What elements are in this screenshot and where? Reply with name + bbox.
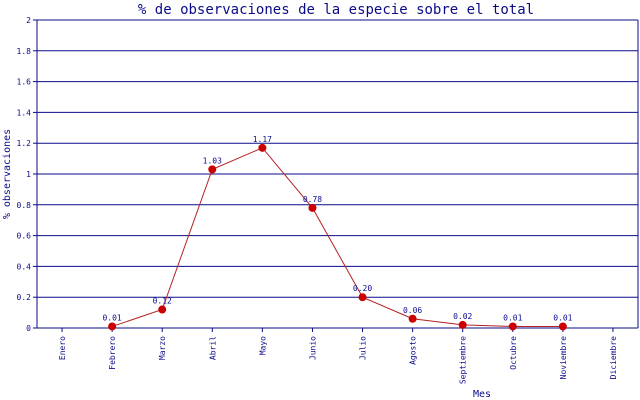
- x-tick-label: Octubre: [509, 336, 518, 370]
- x-tick-label: Septiembre: [459, 336, 468, 384]
- x-tick-label: Abril: [208, 336, 217, 360]
- chart-title: % de observaciones de la especie sobre e…: [138, 2, 534, 18]
- data-label: 0.78: [303, 195, 322, 204]
- data-label: 0.12: [153, 297, 172, 306]
- x-tick-label: Agosto: [409, 336, 418, 365]
- y-tick-label: 2: [26, 16, 31, 25]
- y-tick-label: 0.2: [17, 293, 32, 302]
- grid: [37, 19, 638, 329]
- data-point: [558, 322, 567, 331]
- data-label: 0.20: [353, 284, 372, 293]
- data-point: [208, 165, 217, 174]
- x-axis-label: Mes: [473, 389, 491, 400]
- data-label: 0.01: [553, 313, 572, 322]
- data-label: 1.17: [253, 135, 272, 144]
- data-point: [408, 314, 417, 323]
- data-label: 0.02: [453, 312, 472, 321]
- data-point: [458, 320, 467, 329]
- y-tick-label: 1: [26, 170, 31, 179]
- data-point: [358, 293, 367, 302]
- x-tick-label: Mayo: [258, 336, 267, 355]
- data-point: [258, 143, 267, 152]
- data-point: [108, 322, 117, 331]
- data-point: [158, 305, 167, 314]
- data-labels: 0.01 0.12 1.03 1.17 0.78 0.20 0.06 0.02 0.01 0.01: [102, 135, 572, 323]
- data-label: 0.01: [503, 313, 522, 322]
- x-tick-label: Junio: [308, 336, 317, 360]
- x-tick-label: Diciembre: [609, 336, 618, 380]
- x-tick-label: Enero: [58, 336, 67, 360]
- x-tick-label: Noviembre: [559, 336, 568, 380]
- series-layer: [108, 143, 567, 331]
- data-label: 0.01: [102, 313, 121, 322]
- y-tick-label: 0: [26, 324, 31, 333]
- data-label: 0.06: [403, 306, 422, 315]
- axes: 0 0.2 0.4 0.6 0.8 1 1.2 1.4 1.6 1.8 2 Enero Febrero M…: [17, 16, 639, 384]
- y-tick-label: 1.4: [17, 108, 32, 117]
- y-tick-label: 1.8: [17, 47, 32, 56]
- series-line: [111, 147, 563, 327]
- data-point: [308, 203, 317, 212]
- y-tick-label: 0.8: [17, 201, 32, 210]
- y-tick-label: 0.4: [17, 262, 32, 271]
- y-tick-label: 0.6: [17, 232, 32, 241]
- x-tick-label: Marzo: [158, 336, 167, 360]
- data-label: 1.03: [203, 156, 222, 165]
- x-tick-label: Julio: [359, 336, 368, 360]
- x-tick-label: Febrero: [108, 336, 117, 370]
- y-axis-label: % observaciones: [2, 129, 13, 219]
- data-point: [508, 322, 517, 331]
- y-tick-label: 1.2: [17, 139, 32, 148]
- y-tick-label: 1.6: [17, 78, 32, 87]
